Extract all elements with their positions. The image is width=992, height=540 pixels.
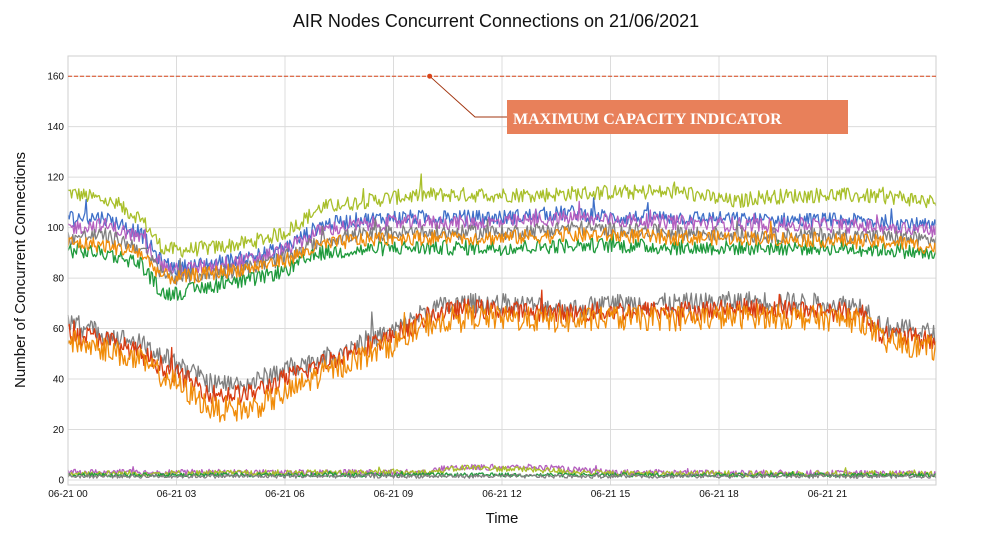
series-line-12 (67, 473, 937, 479)
y-tick-label: 40 (53, 375, 65, 386)
y-tick-label: 100 (47, 223, 64, 234)
y-tick-label: 140 (47, 122, 64, 133)
chart-title: AIR Nodes Concurrent Connections on 21/0… (293, 11, 699, 31)
x-tick-label: 06-21 15 (591, 489, 631, 500)
annotation-box (507, 100, 848, 134)
x-tick-label: 06-21 00 (48, 489, 88, 500)
y-tick-label: 160 (47, 72, 64, 83)
y-tick-label: 20 (53, 425, 65, 436)
plot-frame (67, 55, 937, 486)
x-tick-label: 06-21 06 (265, 489, 305, 500)
y-tick-label: 80 (53, 274, 65, 285)
series-line-8 (67, 303, 937, 423)
series-lines (67, 173, 937, 479)
x-tick-label: 06-21 09 (374, 489, 414, 500)
y-tick-label: 60 (53, 324, 65, 335)
x-tick-label: 06-21 03 (157, 489, 197, 500)
y-tick-label: 120 (47, 173, 64, 184)
y-axis-label: Number of Concurrent Connections (12, 152, 29, 388)
series-line-4 (67, 232, 937, 301)
annotation-marker (427, 73, 433, 79)
y-tick-label: 0 (58, 475, 64, 486)
x-tick-label: 06-21 18 (699, 489, 739, 500)
series-line-0 (67, 173, 937, 258)
x-tick-label: 06-21 21 (808, 489, 848, 500)
series-line-1 (67, 197, 937, 276)
annotation-text: MAXIMUM CAPACITY INDICATOR (513, 111, 782, 128)
annotation-leader-line (429, 75, 507, 118)
x-tick-label: 06-21 12 (482, 489, 522, 500)
tick-labels: 0 20 40 60 80 100 120 140 160 06-21 00 06-21 03 06-… (47, 72, 847, 500)
series-line-5 (67, 220, 937, 285)
x-axis-label: Time (486, 510, 519, 527)
